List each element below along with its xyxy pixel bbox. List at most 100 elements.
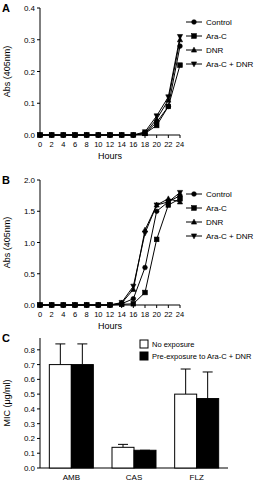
legend-marker	[192, 34, 197, 39]
x-tick-label: 6	[73, 310, 77, 319]
data-point	[49, 302, 54, 307]
y-tick	[37, 408, 40, 409]
x-tick-label: 18	[141, 140, 149, 149]
plot-area	[37, 34, 182, 137]
y-tick	[37, 423, 40, 424]
data-point	[72, 302, 77, 307]
y-tick-label: 0.1	[24, 99, 36, 108]
data-point	[61, 303, 66, 308]
data-point	[108, 133, 113, 138]
y-tick-label: 0.7	[24, 361, 36, 370]
x-axis-label: Hours	[98, 151, 123, 161]
data-point	[108, 133, 113, 138]
data-point	[119, 132, 124, 137]
x-tick-label: 16	[129, 310, 137, 319]
x-tick-label: CAS	[126, 473, 142, 482]
bar	[197, 399, 219, 468]
legend-marker	[192, 192, 197, 197]
error-bar	[181, 369, 191, 394]
series-line	[40, 37, 180, 135]
data-point	[142, 231, 147, 236]
data-point	[72, 133, 77, 138]
legend-label: Control	[206, 190, 232, 199]
legend-label: Ara-C + DNR	[206, 232, 254, 241]
data-point	[143, 290, 148, 295]
x-tick-label: 8	[85, 140, 89, 149]
x-tick-label: 4	[61, 310, 65, 319]
x-tick-label: 2	[50, 310, 54, 319]
x-axis-label: Hours	[98, 321, 123, 331]
data-point	[166, 95, 171, 100]
data-point	[131, 284, 136, 289]
x-tick	[156, 305, 157, 308]
data-point	[96, 133, 101, 138]
y-axis-label: MIC (μg/ml)	[2, 379, 12, 426]
y-tick-label: 0.5	[24, 390, 36, 399]
data-point	[61, 133, 66, 138]
data-point	[49, 133, 54, 138]
data-point	[131, 133, 136, 138]
legend-label: Pre-exposure to Ara-C + DNR	[152, 352, 252, 361]
x-tick-label: 22	[164, 140, 172, 149]
panel-letter: B	[2, 174, 10, 186]
y-tick-label: 0.0	[24, 464, 36, 473]
data-point	[84, 133, 89, 138]
data-point	[49, 133, 54, 138]
y-tick-label: 1.5	[24, 207, 36, 216]
x-tick	[168, 305, 169, 308]
y-tick	[37, 242, 40, 243]
x-tick-label: 0	[38, 140, 42, 149]
x-tick-label: 2	[50, 140, 54, 149]
error-bar	[77, 344, 87, 365]
data-point	[177, 190, 182, 195]
legend-label: Ara-C	[206, 204, 227, 213]
x-tick-label: 24	[176, 310, 184, 319]
data-point	[61, 303, 66, 308]
data-point	[49, 132, 54, 137]
y-tick	[37, 103, 40, 104]
legend-label: DNR	[206, 46, 224, 55]
data-point	[107, 132, 112, 137]
data-point	[96, 303, 101, 308]
data-point	[119, 133, 124, 138]
plot-area	[37, 190, 182, 307]
legend-label: No exposure	[152, 340, 195, 349]
data-point	[49, 303, 54, 308]
x-tick	[156, 135, 157, 138]
y-tick-label: 0.0	[24, 131, 36, 140]
data-point	[119, 133, 124, 138]
y-axis-line	[40, 338, 41, 468]
data-point	[119, 300, 124, 305]
error-bar	[55, 344, 65, 365]
y-tick	[37, 394, 40, 395]
data-point	[72, 132, 77, 137]
y-tick-label: 1.0	[24, 239, 36, 248]
page: {"chart_data": [ {"type": "line", "title…	[0, 0, 269, 500]
data-point	[154, 203, 159, 208]
data-point	[96, 132, 101, 137]
error-bar	[203, 372, 213, 399]
data-point	[61, 132, 66, 137]
series-line	[40, 196, 180, 305]
data-point	[49, 303, 54, 308]
bar	[175, 394, 197, 468]
y-tick	[37, 273, 40, 274]
data-point	[73, 133, 78, 138]
bar	[134, 450, 156, 468]
data-point	[142, 131, 147, 136]
y-tick	[37, 71, 40, 72]
y-tick-label: 0.8	[24, 346, 36, 355]
x-tick-label: 12	[106, 140, 114, 149]
data-point	[49, 303, 54, 308]
panel-letter: A	[2, 2, 10, 14]
y-tick-label: 0.6	[24, 375, 36, 384]
legend-marker	[192, 206, 197, 211]
x-tick-label: 10	[94, 140, 102, 149]
y-tick-label: 0.1	[24, 449, 36, 458]
data-point	[131, 133, 136, 138]
y-tick	[37, 39, 40, 40]
bar	[112, 447, 134, 468]
legend-swatch	[140, 352, 148, 360]
data-point	[84, 133, 89, 138]
x-tick-label: 14	[117, 310, 125, 319]
